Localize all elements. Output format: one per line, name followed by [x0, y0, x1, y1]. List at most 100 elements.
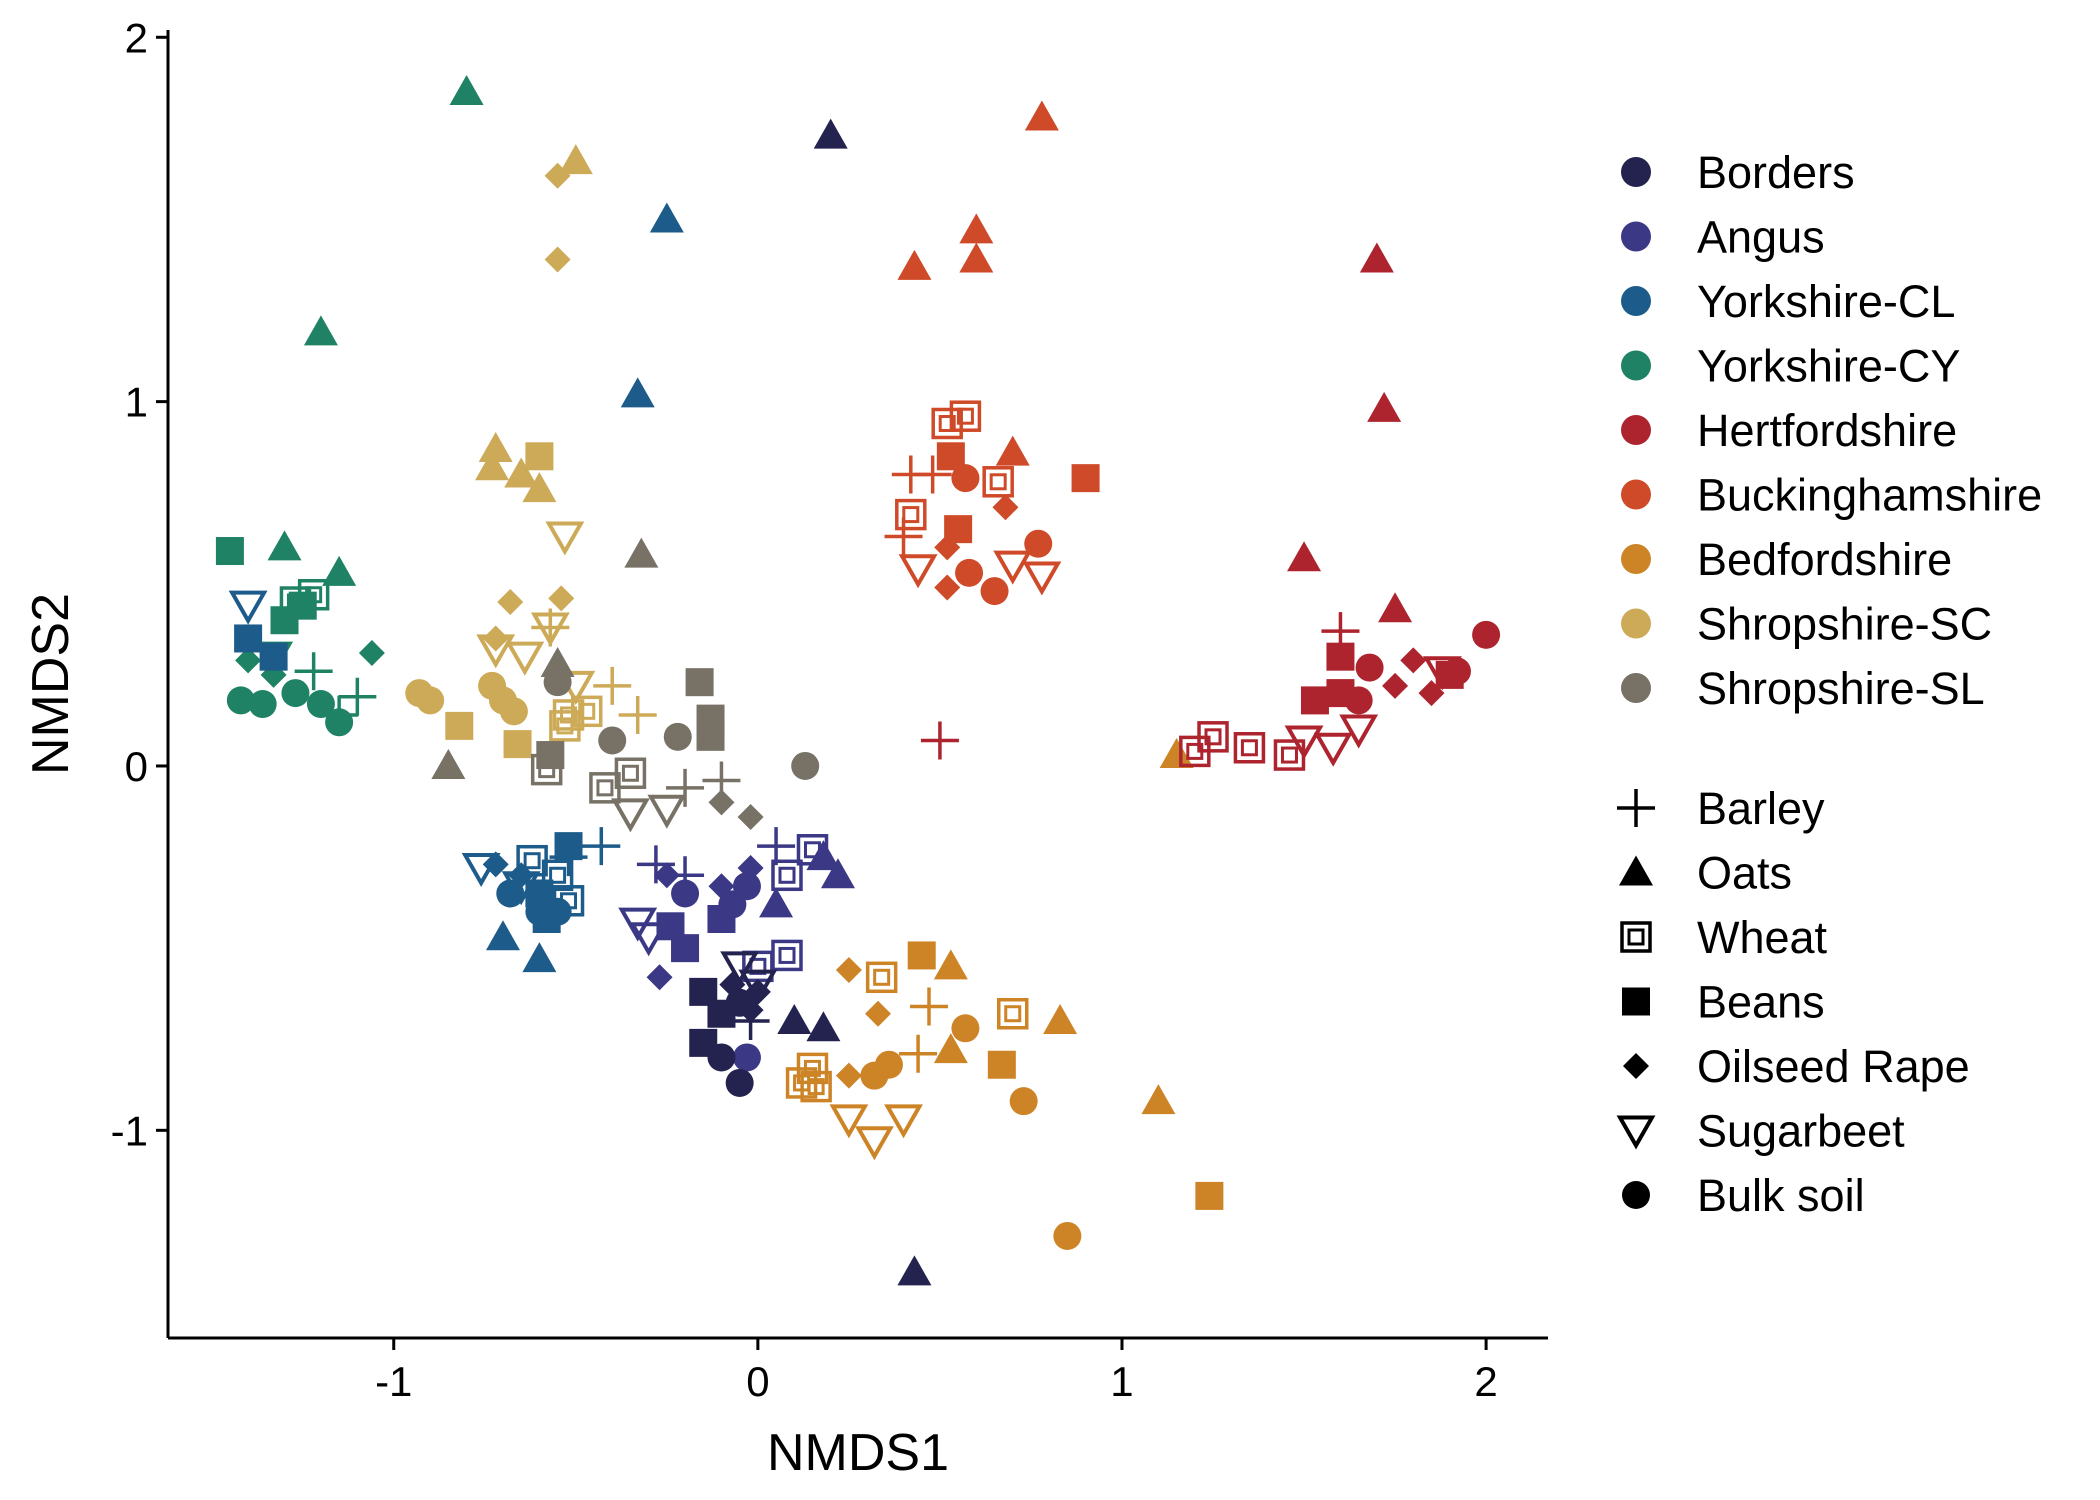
point-borders-oats	[813, 118, 848, 149]
point-hertfordshire-sugarbeet	[1313, 732, 1353, 767]
point-hertfordshire-wheat	[1197, 721, 1229, 753]
legend-swatch	[1621, 608, 1651, 639]
point-bedfordshire-wheat	[996, 997, 1029, 1030]
y-tick-label: 2	[125, 14, 148, 61]
point-shropshire-sc-oilseed-rape	[544, 162, 571, 189]
legend-label: Shropshire-SL	[1697, 663, 1985, 714]
legend-swatch	[1621, 157, 1651, 187]
legend-swatch	[1621, 479, 1651, 510]
point-yorkshire-cy-oilseed-rape	[235, 647, 262, 674]
point-buckinghamshire-beans	[1071, 464, 1100, 493]
point-bedfordshire-oats	[1043, 1004, 1078, 1035]
point-shropshire-sl-sugarbeet	[610, 798, 650, 833]
point-yorkshire-cy-oats	[303, 315, 338, 346]
point-buckinghamshire-barley	[913, 455, 952, 494]
point-bedfordshire-oats	[1159, 738, 1194, 769]
point-yorkshire-cl-wheat	[541, 859, 574, 892]
point-yorkshire-cl-bulk-soil	[496, 879, 525, 908]
legend-item-shropshire-sc: Shropshire-SC	[1621, 599, 1992, 650]
point-angus-barley	[757, 827, 796, 866]
legend-crops: Barley Oats Wheat Beans Oilseed Rape Sugarbee…	[1616, 783, 1970, 1221]
point-angus-bulk-soil	[671, 879, 700, 908]
axes: -1 0 1 2 -1 0 1 2	[111, 14, 1548, 1405]
point-hertfordshire-bulk-soil	[1442, 657, 1471, 686]
y-tick-label: 1	[125, 379, 148, 426]
point-yorkshire-cl-beans	[234, 624, 263, 653]
point-yorkshire-cl-oilseed-rape	[482, 851, 509, 878]
legend-label: Bedfordshire	[1697, 534, 1952, 585]
point-yorkshire-cy-oats	[267, 530, 302, 561]
point-hertfordshire-oilseed-rape	[1400, 647, 1427, 674]
legend-label: Beans	[1697, 977, 1825, 1028]
point-shropshire-sc-oats	[475, 450, 510, 481]
point-buckinghamshire-barley	[884, 517, 923, 556]
point-shropshire-sl-oilseed-rape	[708, 789, 735, 816]
point-yorkshire-cy-beans	[215, 537, 244, 566]
point-bedfordshire-bulk-soil	[860, 1061, 889, 1090]
point-bedfordshire-wheat	[865, 961, 898, 994]
point-buckinghamshire-oats	[897, 249, 932, 280]
point-borders-oats	[897, 1255, 932, 1286]
point-bedfordshire-barley	[899, 1034, 938, 1073]
legend-shape-double-square-icon	[1620, 921, 1652, 953]
x-tick-label: -1	[375, 1358, 412, 1405]
point-bedfordshire-oilseed-rape	[865, 1000, 892, 1027]
point-yorkshire-cl-beans	[259, 642, 288, 671]
point-bedfordshire-bulk-soil	[1053, 1221, 1082, 1250]
point-angus-bulk-soil	[732, 1043, 761, 1072]
point-borders-sugarbeet	[720, 951, 760, 986]
point-hertfordshire-bulk-soil	[1472, 620, 1501, 649]
point-buckinghamshire-oats	[995, 435, 1030, 466]
legend-item-borders: Borders	[1621, 147, 1855, 198]
point-hertfordshire-oats	[1359, 242, 1394, 273]
point-hertfordshire-oats	[1287, 541, 1322, 572]
point-yorkshire-cy-bulk-soil	[226, 686, 255, 715]
point-borders-oats	[777, 1004, 812, 1035]
legend-item-shropshire-sl: Shropshire-SL	[1621, 663, 1985, 714]
point-shropshire-sc-beans	[525, 442, 554, 471]
legend-shape-triangle-icon	[1619, 855, 1653, 886]
point-yorkshire-cy-oats	[322, 555, 357, 586]
point-buckinghamshire-sugarbeet	[898, 554, 938, 589]
point-hertfordshire-sugarbeet	[1284, 725, 1324, 760]
legend-item-angus: Angus	[1621, 212, 1825, 263]
point-hertfordshire-sugarbeet	[1339, 714, 1379, 749]
point-hertfordshire-beans	[1326, 642, 1355, 671]
legend-sites: Borders Angus Yorkshire-CL Yorkshire-CY Hert…	[1621, 147, 2042, 714]
point-shropshire-sc-sugarbeet	[476, 634, 516, 669]
point-bedfordshire-sugarbeet	[854, 1126, 894, 1161]
point-yorkshire-cl-sugarbeet	[228, 590, 268, 625]
legend-label: Buckinghamshire	[1697, 470, 2042, 521]
x-tick-label: 0	[746, 1358, 769, 1405]
point-shropshire-sc-bulk-soil	[499, 697, 528, 726]
point-buckinghamshire-oats	[1024, 100, 1059, 131]
point-angus-oilseed-rape	[653, 862, 680, 889]
point-shropshire-sl-oats	[431, 748, 466, 779]
point-bedfordshire-beans	[987, 1050, 1016, 1079]
legend-label: Barley	[1697, 783, 1825, 834]
point-yorkshire-cl-oilseed-rape	[508, 862, 535, 889]
point-yorkshire-cy-barley	[320, 695, 359, 734]
point-shropshire-sc-oilseed-rape	[548, 585, 575, 612]
point-hertfordshire-bulk-soil	[1344, 686, 1373, 715]
point-bedfordshire-oilseed-rape	[835, 957, 862, 984]
point-bedfordshire-beans	[1195, 1181, 1224, 1210]
point-buckinghamshire-oats	[959, 242, 994, 273]
point-yorkshire-cl-oats	[620, 377, 655, 408]
legend-item-beans: Beans	[1622, 977, 1825, 1028]
point-angus-oats	[820, 858, 855, 889]
point-buckinghamshire-oats	[959, 213, 994, 244]
point-buckinghamshire-wheat	[895, 498, 927, 531]
point-yorkshire-cl-barley	[549, 838, 588, 877]
point-shropshire-sc-oats	[504, 457, 539, 488]
point-hertfordshire-wheat	[1233, 732, 1266, 764]
point-hertfordshire-bulk-soil	[1355, 653, 1384, 682]
legend-label: Yorkshire-CY	[1697, 341, 1960, 392]
point-bedfordshire-sugarbeet	[829, 1104, 869, 1139]
point-bedfordshire-bulk-soil	[951, 1014, 980, 1043]
point-hertfordshire-oats	[1378, 592, 1413, 623]
legend-swatch	[1621, 350, 1651, 381]
point-shropshire-sl-oats	[624, 537, 659, 568]
point-yorkshire-cl-barley	[582, 827, 621, 866]
legend-label: Hertfordshire	[1697, 405, 1957, 456]
